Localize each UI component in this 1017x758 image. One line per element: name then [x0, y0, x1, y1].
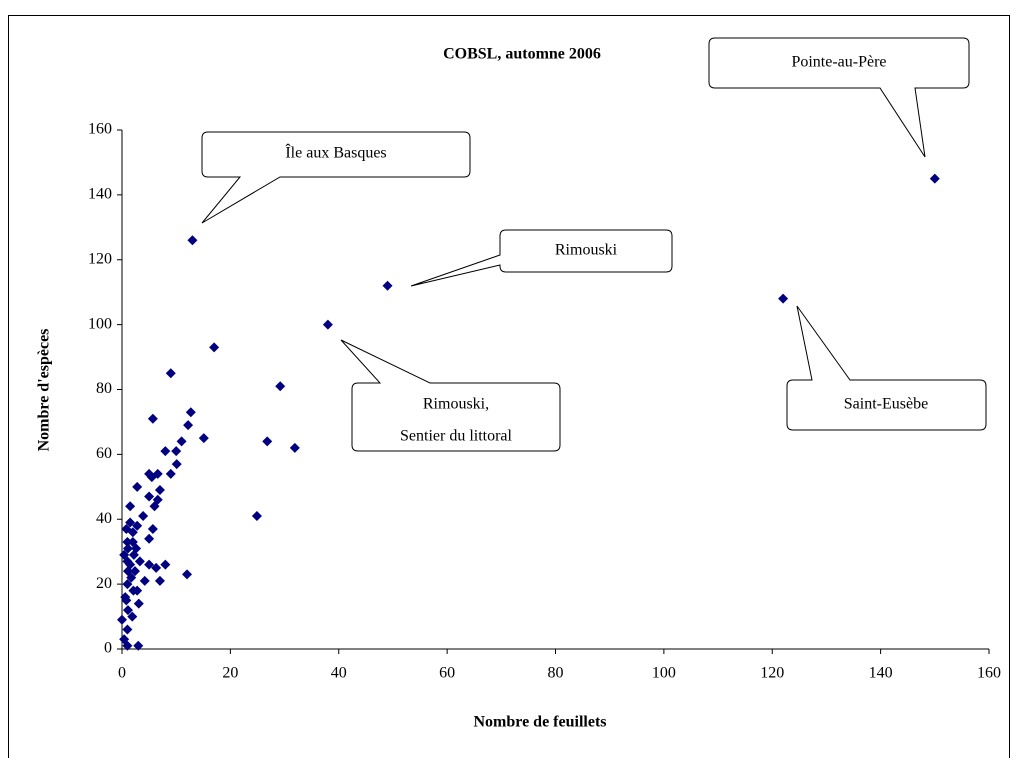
point — [146, 472, 157, 483]
point — [182, 569, 193, 580]
point — [125, 501, 136, 512]
point — [154, 485, 165, 496]
callout — [201, 131, 471, 224]
point — [144, 533, 155, 544]
point — [122, 543, 133, 554]
y-axis-label: Nombre d'espèces — [36, 329, 53, 452]
point — [171, 459, 182, 470]
point — [122, 605, 133, 616]
y-tick-label: 140 — [88, 186, 112, 203]
point — [149, 501, 160, 512]
point — [122, 579, 133, 590]
point — [144, 491, 155, 502]
point — [151, 562, 162, 573]
point — [125, 517, 136, 528]
point — [209, 342, 220, 353]
point — [147, 523, 158, 534]
point — [275, 381, 286, 392]
point — [121, 595, 132, 606]
y-tick-label: 100 — [88, 315, 112, 332]
point — [176, 436, 187, 447]
annotation: Pointe-au-Père — [791, 54, 886, 71]
x-axis-label: Nombre de feuillets — [473, 714, 606, 731]
point — [289, 442, 300, 453]
x-tick-label: 60 — [439, 665, 455, 682]
annotation: Rimouski — [555, 242, 618, 259]
point — [198, 433, 209, 444]
point — [133, 640, 144, 651]
x-tick-label: 160 — [977, 665, 1001, 682]
point — [122, 624, 133, 635]
point — [128, 585, 139, 596]
point — [122, 640, 133, 651]
x-tick-label: 100 — [652, 665, 676, 682]
point — [165, 468, 176, 479]
point — [187, 235, 198, 246]
y-tick-label: 160 — [88, 121, 112, 138]
point — [138, 511, 149, 522]
point — [160, 559, 171, 570]
point — [778, 293, 789, 304]
annotation: Île aux Basques — [285, 143, 386, 162]
chart-border — [8, 15, 1010, 758]
y-tick-label: 0 — [104, 640, 112, 657]
annotation: Saint-Eusèbe — [844, 396, 928, 413]
y-tick-label: 120 — [88, 250, 112, 267]
point — [132, 481, 143, 492]
point — [382, 280, 393, 291]
point — [122, 536, 133, 547]
annotation: Rimouski, — [423, 396, 489, 413]
callout — [410, 229, 673, 287]
x-tick-label: 120 — [760, 665, 784, 682]
plot-area: 0 20 40 60 80 100 120 140 160 0 20 40 60 80 100 120 140 1… — [88, 121, 1001, 682]
point — [147, 413, 158, 424]
x-tick-label: 140 — [869, 665, 893, 682]
x-tick-label: 20 — [222, 665, 238, 682]
point — [128, 549, 139, 560]
x-tick-label: 80 — [548, 665, 564, 682]
y-tick-label: 40 — [96, 510, 112, 527]
callout — [786, 305, 987, 431]
y-tick-label: 60 — [96, 445, 112, 462]
point — [127, 611, 138, 622]
point — [929, 173, 940, 184]
chart-title: COBSL, automne 2006 — [443, 46, 601, 63]
x-tick-label: 0 — [118, 665, 126, 682]
point — [160, 446, 171, 457]
y-tick-label: 80 — [96, 380, 112, 397]
point — [130, 566, 141, 577]
annotation: Sentier du littoral — [400, 428, 513, 445]
point — [126, 572, 137, 583]
y-tick-label: 20 — [96, 575, 112, 592]
point — [185, 407, 196, 418]
point — [251, 511, 262, 522]
point — [127, 527, 138, 538]
point — [122, 566, 133, 577]
point — [165, 368, 176, 379]
callout — [708, 37, 970, 158]
point — [183, 420, 194, 431]
point — [144, 559, 155, 570]
point — [322, 319, 333, 330]
point — [132, 520, 143, 531]
point — [139, 575, 150, 586]
callouts: Pointe-au-Père Île aux Basques Rimouski Rim… — [201, 37, 987, 452]
x-tick-label: 40 — [331, 665, 347, 682]
point — [134, 556, 145, 567]
point — [122, 556, 133, 567]
point — [262, 436, 273, 447]
point — [133, 598, 144, 609]
point — [154, 575, 165, 586]
callout — [340, 339, 561, 452]
point — [121, 523, 132, 534]
point — [171, 446, 182, 457]
point — [117, 614, 127, 625]
